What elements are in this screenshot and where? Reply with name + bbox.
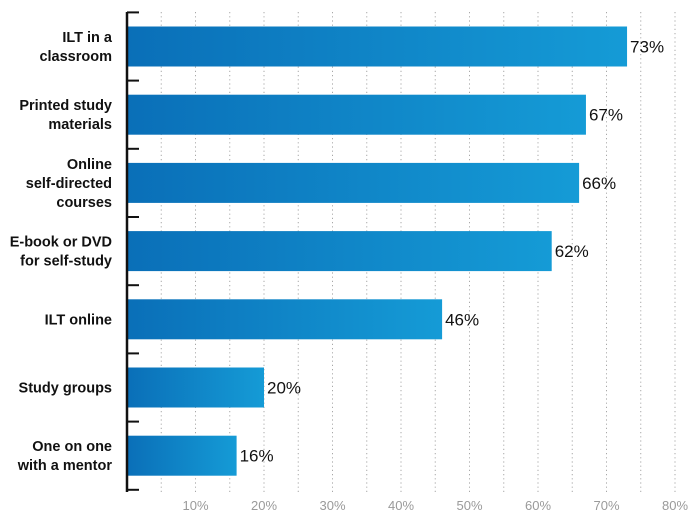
x-tick-label: 50% <box>456 498 482 513</box>
category-label: Printed study materials <box>19 98 112 133</box>
bar <box>127 299 443 340</box>
x-tick-label: 10% <box>182 498 208 513</box>
value-label: 20% <box>267 379 301 398</box>
bar <box>127 26 628 67</box>
value-label: 67% <box>589 106 623 125</box>
bar <box>127 162 580 203</box>
value-label: 46% <box>445 310 479 329</box>
x-tick-label: 30% <box>319 498 345 513</box>
value-label: 62% <box>555 242 589 261</box>
value-label: 16% <box>240 447 274 466</box>
value-label: 73% <box>630 38 664 57</box>
x-tick-labels: 10% 20% 30% 40% 50% 60% 70% 80% <box>182 498 688 513</box>
category-labels: ILT in a classroom Printed study materials O… <box>10 30 113 474</box>
y-axis <box>125 11 139 492</box>
bar <box>127 94 586 135</box>
category-label: One on one with a mentor <box>17 439 113 474</box>
category-label: E-book or DVD for self-study <box>10 235 112 270</box>
x-tick-label: 80% <box>662 498 688 513</box>
x-tick-label: 40% <box>388 498 414 513</box>
category-label: Online self-directed courses <box>26 157 112 211</box>
value-label: 66% <box>582 174 616 193</box>
category-label: ILT in a classroom <box>39 30 112 65</box>
bar <box>127 435 237 476</box>
x-tick-label: 70% <box>593 498 619 513</box>
x-tick-label: 60% <box>525 498 551 513</box>
category-label: Study groups <box>19 381 112 397</box>
x-tick-label: 20% <box>251 498 277 513</box>
bars <box>127 26 628 476</box>
bar <box>127 367 264 408</box>
category-label: ILT online <box>45 312 112 328</box>
bar <box>127 231 552 272</box>
value-labels: 73% 67% 66% 62% 46% 20% 16% <box>240 38 664 466</box>
